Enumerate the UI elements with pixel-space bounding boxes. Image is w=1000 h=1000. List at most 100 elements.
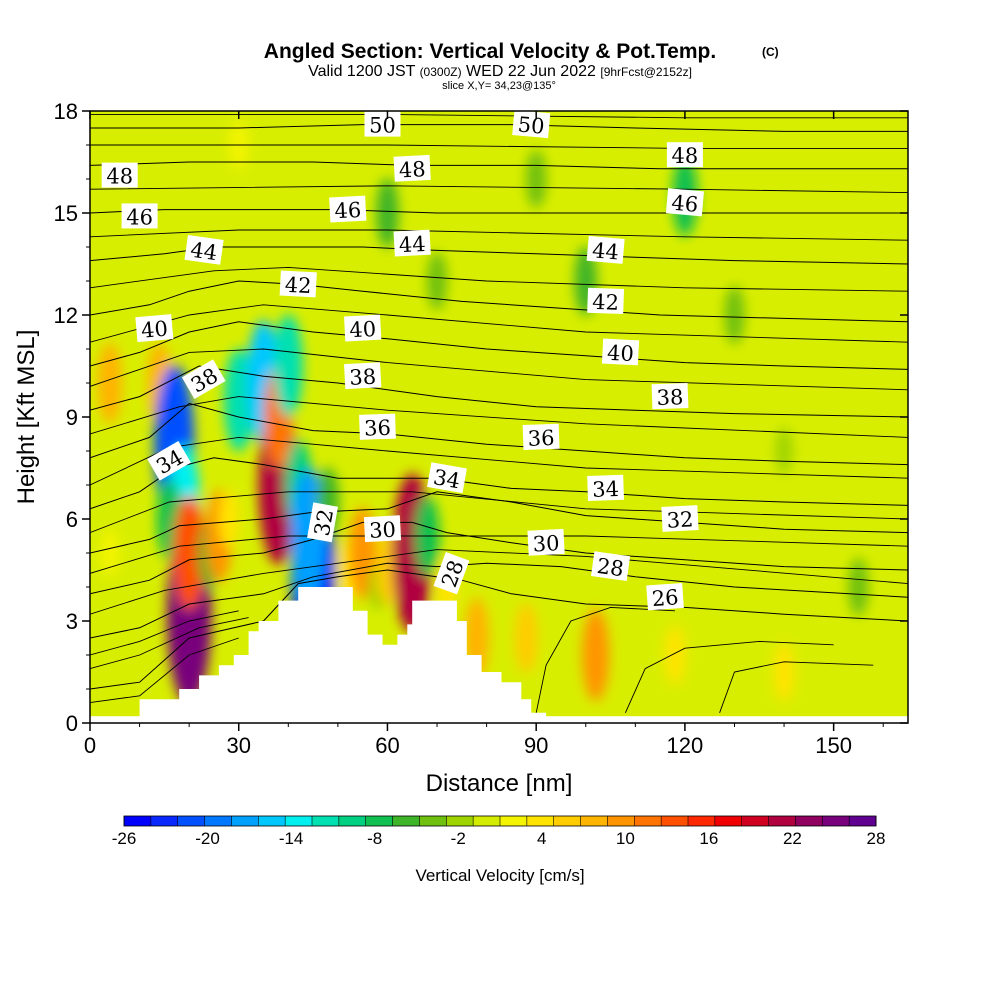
contour-label-box [307,502,338,543]
theta-contour-line-extra-3 [90,229,908,241]
contour-label-box [279,270,317,298]
valid-prefix: Valid 1200 JST [308,63,416,80]
valid-forecast: [9hrFcst@2152z] [600,65,692,79]
contour-label-48: 48 [393,154,431,182]
theta-contour-line-extra-14 [90,610,239,656]
contour-label-text: 40 [606,341,634,366]
colorbar-swatch [124,816,152,826]
contour-label-36: 36 [522,423,560,451]
contour-label-42: 42 [279,270,317,298]
theta-contour-line-38 [90,365,908,418]
theta-contour-line-32 [90,491,908,554]
velocity-cell-39 [774,427,794,475]
contour-label-text: 48 [398,157,426,182]
colorbar: -26 -20 -14 -8 -2 4 10 16 22 28 [112,815,885,848]
terrain-shape [90,587,908,723]
colorbar-swatch [607,816,635,826]
colorbar-swatch [526,816,555,826]
colorbar-tick-label: 10 [616,829,635,848]
contour-label-text: 46 [334,198,362,223]
contour-label-32: 32 [307,502,338,543]
contour-label-46: 46 [665,188,704,217]
contour-label-text: 46 [126,205,153,229]
theta-contour-line-extra-5 [90,304,908,343]
contour-label-box [587,474,625,502]
contour-label-box [646,582,684,611]
colorbar-swatch [419,816,447,826]
colorbar-swatch [714,816,743,826]
theta-contour-line-extra-2 [90,185,908,194]
colorbar-tick-label: -20 [195,829,220,848]
colorbar-tick-label: -26 [112,829,137,848]
valid-date: WED 22 Jun 2022 [466,63,596,80]
colorbar-swatch [338,816,367,826]
x-tick-label: 120 [667,733,704,758]
velocity-cell-34 [426,251,448,311]
contour-label-46: 46 [121,203,158,229]
contour-label-text: 38 [349,365,377,390]
colorbar-swatch [258,816,286,826]
contour-label-44: 44 [393,229,431,257]
velocity-cell-29 [514,603,538,673]
contour-label-42: 42 [587,287,625,315]
colorbar-swatch [688,816,716,826]
colorbar-swatch [473,816,501,826]
x-axis: 0 30 60 90 120 150 [84,111,884,758]
y-tick-label: 0 [66,711,78,736]
x-tick-label: 150 [815,733,852,758]
theta-contour-line-48 [90,161,908,170]
colorbar-swatch [634,816,662,826]
contour-label-text: 44 [398,232,426,257]
contour-label-34: 34 [427,462,467,493]
valid-zulu: (0300Z) [420,65,462,79]
slice-info: slice X,Y= 34,23@135° [442,80,556,92]
contour-label-box [587,287,625,315]
contour-label-box [344,314,382,342]
colorbar-swatch [285,816,313,826]
contour-label-box [364,111,401,137]
colorbar-tick-label: -14 [279,829,304,848]
contour-label-text: 44 [189,238,219,265]
velocity-cell-38 [724,285,745,345]
contour-label-box [651,382,689,410]
colorbar-swatch [231,816,259,826]
contour-label-44: 44 [586,235,625,265]
velocity-cell-10 [218,489,240,549]
x-axis-label: Distance [nm] [426,770,573,797]
colorbar-swatch [312,816,340,826]
contour-label-box [184,235,224,265]
contour-label-box [181,359,226,399]
contour-label-text: 30 [369,518,397,543]
contour-label-50: 50 [512,110,551,139]
contour-label-text: 50 [369,114,396,138]
theta-contour-line-30 [90,521,908,595]
contour-label-box [591,551,631,581]
contour-label-text: 32 [666,507,694,532]
colorbar-swatch [150,816,179,826]
theta-contour-line-extra-10 [90,535,908,574]
contour-label-40: 40 [601,338,640,366]
colorbar-swatch [204,816,232,826]
colorbar-tick-label: 16 [699,829,718,848]
contour-label-box [344,362,382,390]
contour-label-48: 48 [666,142,703,168]
colorbar-swatch [446,816,474,826]
contour-label-box [135,314,174,343]
theta-contour-line-extra-7 [90,396,908,438]
contour-label-text: 40 [140,316,169,342]
contour-label-text: 44 [591,238,620,264]
contour-label-46: 46 [329,195,367,223]
colorbar-tick-label: 22 [783,829,802,848]
colorbar-frame [123,815,877,827]
y-tick-label: 3 [66,609,78,634]
theta-contour-line-extra-4 [90,266,908,292]
contour-label-30: 30 [363,515,402,543]
velocity-cell-15 [273,314,303,418]
contour-label-box [527,528,565,556]
contour-label-box [147,440,191,481]
contour-label-40: 40 [344,314,382,342]
velocity-cell-2 [100,529,119,577]
theta-contour-line-extra-1 [90,144,908,149]
contour-label-text: 30 [532,531,560,556]
x-tick-label: 30 [226,733,250,758]
